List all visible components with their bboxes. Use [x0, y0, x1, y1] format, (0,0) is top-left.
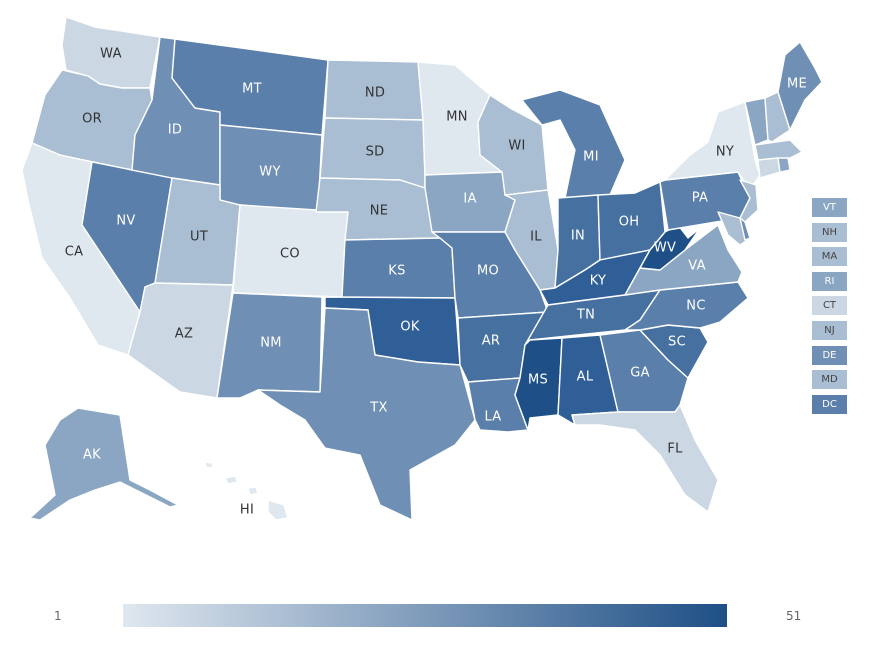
legend-max-label: 51: [786, 609, 802, 623]
state-label-WI: WI: [508, 139, 525, 154]
state-label-NE: NE: [370, 204, 389, 219]
small-state-box-CT[interactable]: CT: [812, 296, 847, 316]
small-state-box-MA[interactable]: MA: [812, 247, 847, 267]
state-label-SC: SC: [668, 335, 686, 350]
state-label-AK: AK: [83, 448, 101, 463]
state-label-UT: UT: [190, 230, 208, 245]
state-label-CA: CA: [65, 245, 84, 260]
small-state-box-VT[interactable]: VT: [812, 198, 847, 217]
small-state-box-MD[interactable]: MD: [812, 370, 847, 390]
state-label-WA: WA: [100, 47, 122, 62]
state-label-NC: NC: [686, 299, 705, 314]
state-label-HI: HI: [240, 503, 254, 518]
state-ME[interactable]: [777, 41, 823, 131]
state-label-MS: MS: [528, 373, 548, 388]
state-label-NV: NV: [116, 214, 135, 229]
state-label-IA: IA: [463, 192, 476, 207]
state-label-IN: IN: [571, 229, 585, 244]
small-state-box-RI[interactable]: RI: [812, 271, 847, 291]
state-label-TN: TN: [576, 308, 595, 323]
legend-gradient-bar: [123, 604, 727, 627]
state-label-PA: PA: [692, 191, 709, 206]
state-NC[interactable]: [624, 281, 749, 331]
state-label-KY: KY: [590, 274, 607, 289]
state-label-ID: ID: [168, 123, 182, 138]
small-state-box-DC[interactable]: DC: [812, 394, 847, 414]
state-label-CO: CO: [280, 247, 300, 262]
state-HI[interactable]: [204, 461, 289, 521]
state-CT[interactable]: [757, 157, 781, 179]
state-label-AZ: AZ: [175, 327, 193, 342]
state-NH[interactable]: [764, 91, 791, 143]
state-label-ME: ME: [787, 77, 807, 92]
state-label-MI: MI: [583, 150, 599, 165]
state-label-KS: KS: [388, 264, 405, 279]
state-DE[interactable]: [739, 217, 751, 241]
state-label-FL: FL: [667, 442, 683, 457]
state-label-MT: MT: [242, 82, 262, 97]
small-state-box-DE[interactable]: DE: [812, 345, 847, 365]
state-label-VA: VA: [688, 259, 706, 274]
state-FL[interactable]: [571, 404, 719, 513]
small-state-box-NH[interactable]: NH: [812, 222, 847, 242]
state-label-WV: WV: [654, 241, 676, 256]
state-label-WY: WY: [259, 165, 280, 180]
state-label-NM: NM: [260, 336, 282, 351]
small-state-box-NJ[interactable]: NJ: [812, 321, 847, 340]
state-label-GA: GA: [630, 366, 650, 381]
state-label-LA: LA: [484, 410, 501, 425]
state-label-OR: OR: [82, 112, 102, 127]
state-MA[interactable]: [754, 139, 803, 161]
state-label-AR: AR: [482, 334, 501, 349]
legend-min-label: 1: [54, 609, 62, 623]
state-label-IL: IL: [530, 230, 542, 245]
state-label-AL: AL: [577, 370, 594, 385]
state-label-TX: TX: [369, 401, 387, 416]
state-label-OK: OK: [400, 320, 420, 335]
state-TX[interactable]: [257, 307, 476, 521]
state-RI[interactable]: [777, 157, 791, 173]
state-label-SD: SD: [366, 145, 385, 160]
state-label-ND: ND: [365, 86, 385, 101]
state-AK[interactable]: [29, 407, 179, 521]
state-AZ[interactable]: [127, 282, 234, 399]
state-label-NY: NY: [716, 145, 734, 160]
state-label-MN: MN: [446, 110, 468, 125]
state-WV[interactable]: [639, 224, 701, 271]
state-label-MO: MO: [477, 264, 499, 279]
state-label-OH: OH: [619, 215, 640, 230]
state-CA[interactable]: [21, 142, 141, 356]
